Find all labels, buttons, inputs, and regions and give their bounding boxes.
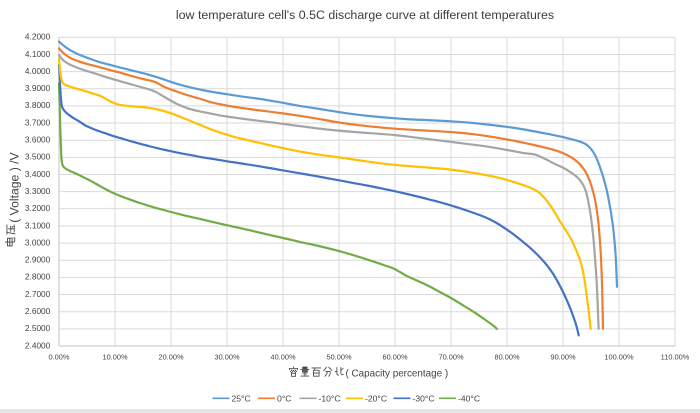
svg-text:0.00%: 0.00% [49,353,70,362]
svg-text:( Capacity percentage ): ( Capacity percentage ) [346,368,449,379]
svg-text:2.5000: 2.5000 [25,323,51,333]
svg-text:30.00%: 30.00% [214,353,239,362]
svg-text:2.4000: 2.4000 [25,340,51,350]
svg-text:3.2000: 3.2000 [25,203,51,213]
svg-text:3.3000: 3.3000 [25,186,51,196]
svg-text:60.00%: 60.00% [382,353,407,362]
svg-text:4.2000: 4.2000 [25,32,51,42]
svg-text:10.00%: 10.00% [102,353,127,362]
svg-text:2.9000: 2.9000 [25,255,51,265]
svg-text:3.0000: 3.0000 [25,237,51,247]
svg-text:2.6000: 2.6000 [25,306,51,316]
svg-text:3.1000: 3.1000 [25,220,51,230]
svg-text:3.5000: 3.5000 [25,152,51,162]
svg-text:3.8000: 3.8000 [25,100,51,110]
svg-text:3.9000: 3.9000 [25,83,51,93]
svg-text:40.00%: 40.00% [270,353,295,362]
svg-text:90.00%: 90.00% [550,353,575,362]
svg-text:100.00%: 100.00% [604,353,634,362]
svg-text:50.00%: 50.00% [326,353,351,362]
svg-text:low temperature cell's 0.5C di: low temperature cell's 0.5C discharge cu… [176,8,554,22]
svg-text:110.00%: 110.00% [661,353,690,362]
svg-text:4.1000: 4.1000 [25,49,51,59]
svg-text:-40°C: -40°C [458,394,480,404]
svg-text:2.8000: 2.8000 [25,272,51,282]
svg-text:20.00%: 20.00% [158,353,183,362]
svg-text:4.0000: 4.0000 [25,66,51,76]
svg-text:-10°C: -10°C [319,394,341,404]
svg-text:3.7000: 3.7000 [25,117,51,127]
svg-text:80.00%: 80.00% [494,353,519,362]
svg-text:-20°C: -20°C [365,394,387,404]
svg-text:3.4000: 3.4000 [25,169,51,179]
svg-text:-30°C: -30°C [413,394,435,404]
svg-text:70.00%: 70.00% [438,353,463,362]
svg-text:3.6000: 3.6000 [25,135,51,145]
svg-text:2.7000: 2.7000 [25,289,51,299]
svg-text:( Voltage ) /V: ( Voltage ) /V [7,151,21,222]
svg-text:0°C: 0°C [277,394,291,404]
svg-text:25°C: 25°C [232,394,251,404]
